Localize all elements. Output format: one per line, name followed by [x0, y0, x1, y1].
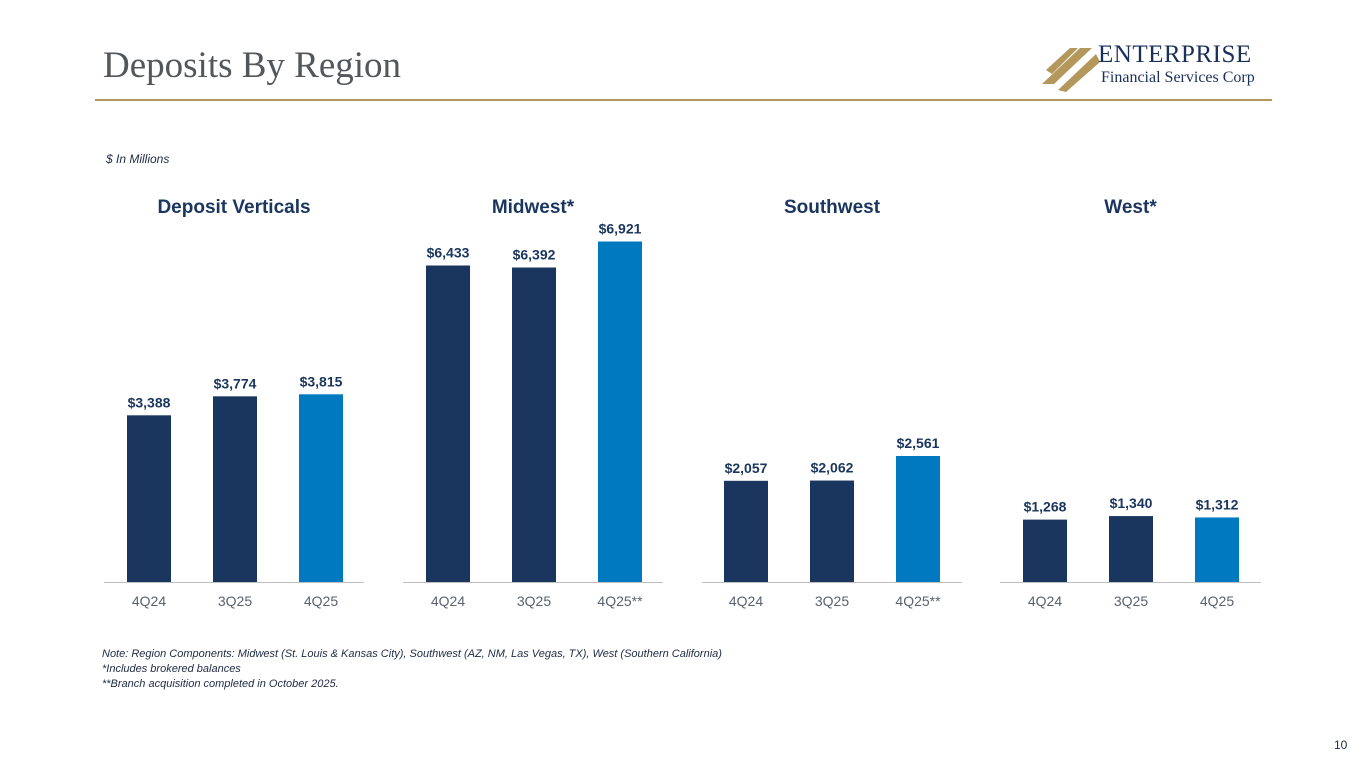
tick-label: 4Q25** [895, 593, 941, 609]
brand-name: ENTERPRISE [1098, 41, 1252, 68]
enterprise-logo-icon [1042, 48, 1100, 92]
footnote-brokered: *Includes brokered balances [102, 663, 241, 675]
chart-title: Southwest [784, 197, 881, 218]
data-label: $3,388 [128, 394, 171, 410]
chart-title: Midwest* [492, 197, 575, 218]
data-label: $2,057 [725, 460, 768, 476]
bar [896, 455, 940, 582]
data-label: $1,312 [1196, 496, 1239, 512]
bar [213, 396, 257, 582]
data-label: $6,392 [513, 247, 556, 263]
footnote-regions: Note: Region Components: Midwest (St. Lo… [102, 648, 722, 660]
bar [1195, 517, 1239, 582]
tick-label: 4Q24 [729, 593, 763, 609]
tick-label: 4Q25 [304, 593, 338, 609]
chart-4: West* $1,268 4Q24 $1,340 3Q25 $1,312 4Q25 [1000, 197, 1261, 609]
bar [426, 265, 470, 582]
units-note: $ In Millions [106, 152, 170, 166]
brand-subtitle: Financial Services Corp [1101, 69, 1255, 86]
data-label: $6,921 [599, 220, 642, 236]
footnotes: Note: Region Components: Midwest (St. Lo… [102, 647, 722, 692]
tick-label: 3Q25 [1114, 593, 1148, 609]
bar [512, 267, 556, 582]
bar [127, 415, 171, 582]
bar [1109, 516, 1153, 582]
chart-2: Midwest* $6,433 4Q24 $6,392 3Q25 $6,921 4Q25** [403, 197, 663, 609]
bar [299, 394, 343, 582]
tick-label: 3Q25 [815, 593, 849, 609]
data-label: $2,062 [811, 460, 854, 476]
chart-3: Southwest $2,057 4Q24 $2,062 3Q25 $2,561 4Q25*… [702, 197, 962, 609]
bar [598, 241, 642, 582]
data-label: $1,268 [1024, 499, 1067, 515]
tick-label: 4Q24 [431, 593, 465, 609]
chart-1: Deposit Verticals $3,388 4Q24 $3,774 3Q25 $3,… [104, 197, 364, 609]
bar [810, 480, 854, 582]
data-label: $3,774 [214, 375, 257, 391]
data-label: $2,561 [897, 435, 940, 451]
chart-title: West* [1104, 197, 1157, 218]
footnote-acquisition: **Branch acquisition completed in Octobe… [102, 678, 339, 690]
tick-label: 4Q25** [597, 593, 643, 609]
tick-label: 4Q24 [132, 593, 166, 609]
page-title: Deposits By Region [103, 45, 402, 86]
bar [1023, 519, 1067, 582]
tick-label: 4Q25 [1200, 593, 1234, 609]
data-label: $1,340 [1110, 495, 1153, 511]
page-number: 10 [1334, 738, 1348, 752]
data-label: $6,433 [427, 244, 470, 260]
tick-label: 4Q24 [1028, 593, 1062, 609]
tick-label: 3Q25 [517, 593, 551, 609]
data-label: $3,815 [300, 373, 343, 389]
bar [724, 480, 768, 582]
title-divider [95, 99, 1272, 101]
chart-title: Deposit Verticals [157, 197, 310, 218]
tick-label: 3Q25 [218, 593, 252, 609]
